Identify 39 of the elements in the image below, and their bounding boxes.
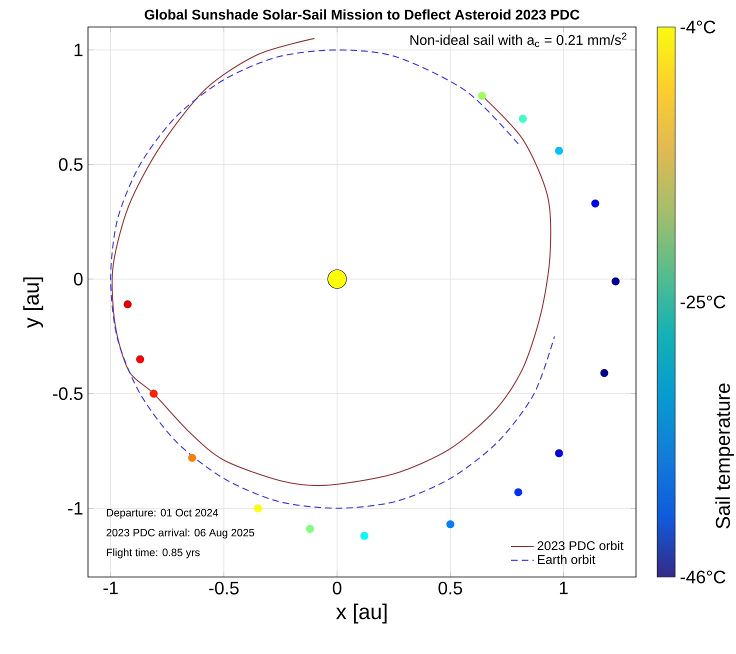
point bbox=[555, 449, 564, 458]
point bbox=[600, 369, 608, 378]
y-tick-label: -0.5 bbox=[53, 387, 83, 400]
point bbox=[612, 277, 620, 286]
point bbox=[188, 454, 196, 462]
point bbox=[124, 300, 132, 308]
color-bar-title: Sail temperature bbox=[715, 384, 734, 528]
point bbox=[360, 532, 368, 540]
chart-subtitle: Non-ideal sail with a$_{c}$ = 0.21 mm/s$^{2}$ bbox=[410, 32, 626, 48]
x-tick-label: 1 bbox=[560, 582, 568, 594]
x-tick-label: -1 bbox=[103, 582, 118, 594]
y-tick-label: 1 bbox=[74, 44, 82, 56]
annotation: Departure: 01 Oct 2024 bbox=[106, 508, 218, 519]
point bbox=[478, 92, 486, 100]
legend-label: Earth orbit bbox=[538, 554, 596, 564]
point bbox=[254, 504, 262, 512]
color-bar-label: -25°C bbox=[680, 296, 726, 308]
point bbox=[446, 520, 454, 528]
x-tick-label: 0 bbox=[332, 582, 342, 594]
x-tick-label: 0.5 bbox=[438, 582, 462, 594]
point bbox=[591, 199, 600, 208]
color-bar-label: -46°C bbox=[680, 570, 726, 584]
legend-label: 2023 PDC orbit bbox=[538, 540, 624, 550]
y-tick-label: -1 bbox=[68, 502, 82, 514]
point bbox=[150, 390, 158, 398]
x-axis-title: x [au] bbox=[336, 604, 387, 624]
point bbox=[306, 524, 314, 533]
y-tick-label: 0 bbox=[74, 272, 83, 286]
point bbox=[514, 488, 522, 496]
point bbox=[136, 355, 144, 364]
color-bar-label: -4°C bbox=[680, 20, 716, 34]
chart-title: Global Sunshade Solar-Sail Mission to Deflect Asteroid 2023 PDC bbox=[144, 9, 580, 20]
annotation: 2023 PDC arrival: 06 Aug 2025 bbox=[106, 528, 254, 539]
point bbox=[518, 114, 527, 123]
point bbox=[555, 146, 564, 155]
y-axis-title: y [au] bbox=[23, 277, 44, 328]
y-tick-label: 0.5 bbox=[58, 158, 83, 171]
x-tick-label: -0.5 bbox=[209, 582, 239, 594]
annotation: Flight time: 0.85 yrs bbox=[106, 548, 200, 558]
